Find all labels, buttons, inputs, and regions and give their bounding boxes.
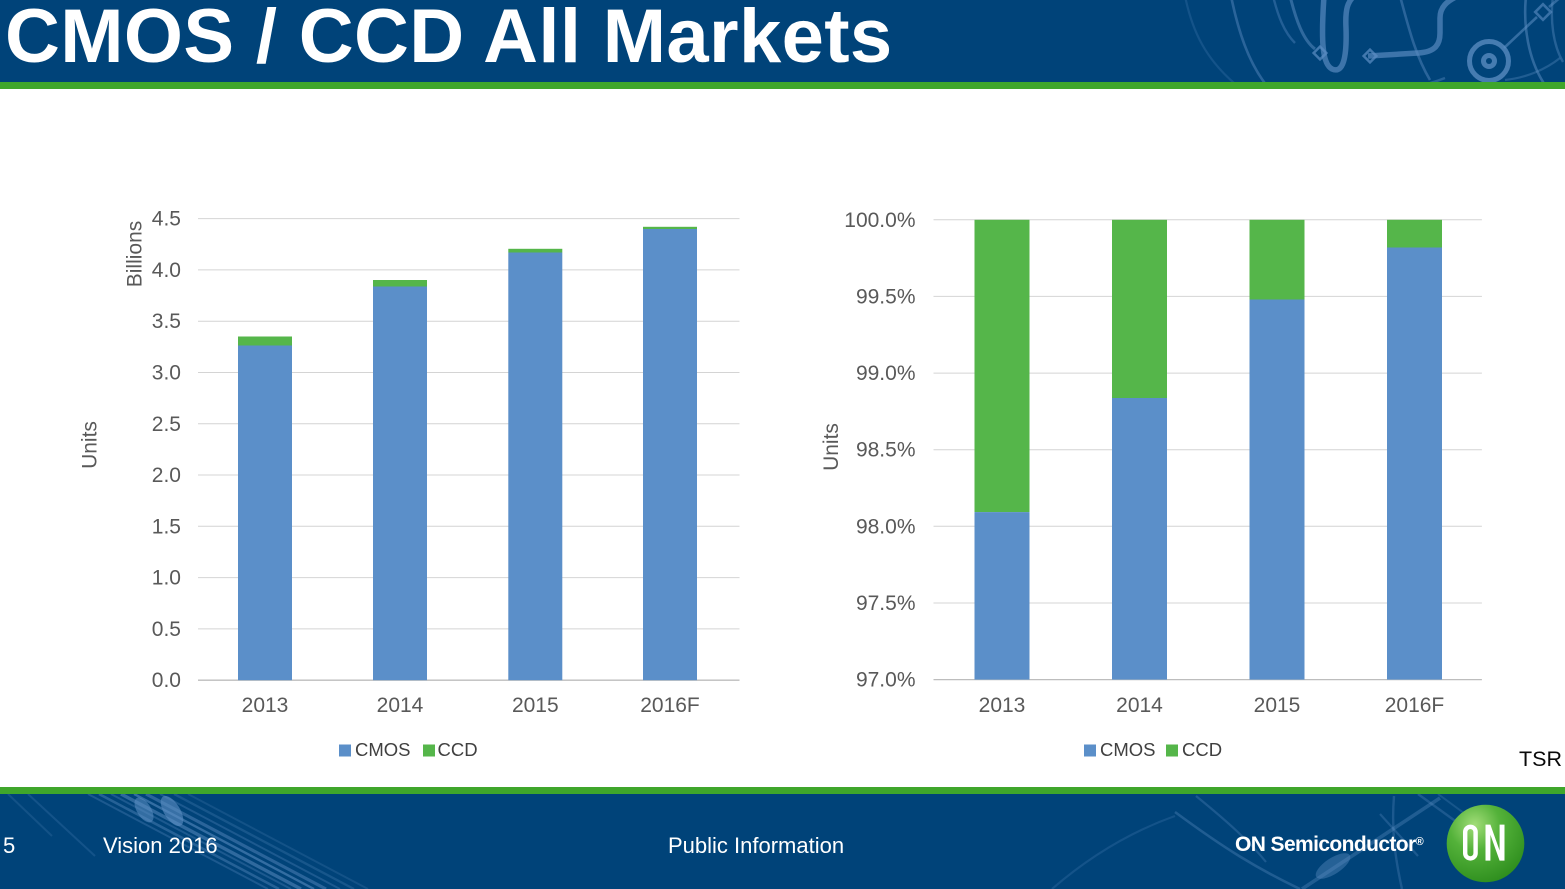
svg-text:1.0: 1.0: [152, 567, 181, 590]
svg-text:0.0: 0.0: [152, 669, 181, 692]
svg-text:Units: Units: [79, 421, 102, 469]
svg-text:2016F: 2016F: [1385, 694, 1445, 717]
svg-text:CCD: CCD: [438, 739, 478, 760]
svg-text:Units: Units: [820, 423, 843, 471]
svg-text:3.0: 3.0: [152, 362, 181, 385]
svg-text:2013: 2013: [979, 694, 1026, 717]
svg-text:4.0: 4.0: [152, 259, 181, 282]
svg-text:CCD: CCD: [1182, 739, 1222, 760]
svg-text:2.0: 2.0: [152, 464, 181, 487]
svg-text:1.5: 1.5: [152, 515, 181, 538]
svg-text:CMOS: CMOS: [355, 739, 411, 760]
svg-text:Billions: Billions: [124, 221, 147, 288]
svg-text:98.0%: 98.0%: [856, 515, 916, 538]
svg-text:2014: 2014: [377, 694, 424, 717]
svg-text:2014: 2014: [1116, 694, 1163, 717]
svg-text:2013: 2013: [242, 694, 289, 717]
svg-text:TSR: TSR: [1519, 747, 1562, 771]
svg-text:0.5: 0.5: [152, 618, 181, 641]
svg-text:97.5%: 97.5%: [856, 592, 916, 615]
svg-text:100.0%: 100.0%: [844, 209, 915, 232]
svg-text:2015: 2015: [1254, 694, 1301, 717]
svg-text:2.5: 2.5: [152, 413, 181, 436]
svg-text:97.0%: 97.0%: [856, 669, 916, 692]
svg-text:CMOS: CMOS: [1100, 739, 1156, 760]
svg-text:2016F: 2016F: [640, 694, 700, 717]
svg-text:99.0%: 99.0%: [856, 362, 916, 385]
svg-text:98.5%: 98.5%: [856, 439, 916, 462]
svg-text:99.5%: 99.5%: [856, 285, 916, 308]
svg-text:2015: 2015: [512, 694, 559, 717]
svg-text:4.5: 4.5: [152, 208, 181, 231]
svg-text:3.5: 3.5: [152, 310, 181, 333]
